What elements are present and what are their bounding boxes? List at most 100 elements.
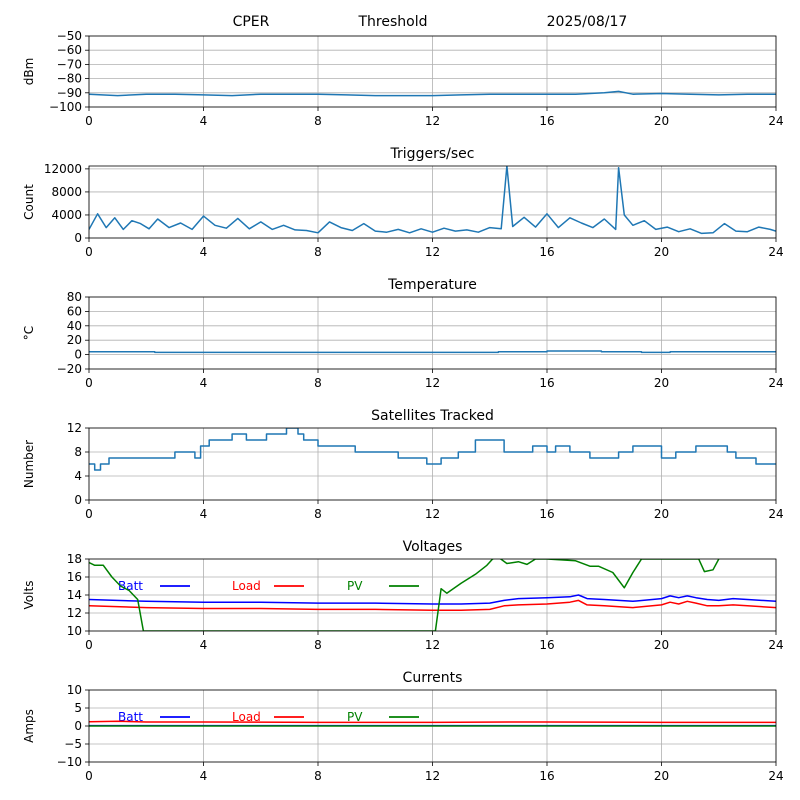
x-tick-label: 0: [85, 638, 93, 652]
x-tick-label: 20: [654, 507, 669, 521]
panel-satellites: 0 4 8 12 16 20 24 12 8 4 0 Satellites Tracked Number: [22, 408, 784, 521]
y-tick-label: 0: [74, 231, 82, 245]
x-tick-label: 8: [314, 638, 322, 652]
x-tick-label: 20: [654, 376, 669, 390]
y-tick-label: −100: [49, 100, 82, 114]
x-tick-label: 16: [539, 507, 554, 521]
y-tick-label: −50: [57, 29, 82, 43]
x-tick-label: 8: [314, 245, 322, 259]
x-tick-label: 20: [654, 638, 669, 652]
y-tick-label: 0: [74, 493, 82, 507]
legend-label-pv: PV: [347, 710, 363, 724]
x-tick-label: 24: [768, 507, 783, 521]
x-tick-label: 24: [768, 638, 783, 652]
x-tick-label: 8: [314, 376, 322, 390]
y-axis-label: Number: [22, 440, 36, 488]
series-line: [89, 428, 776, 471]
chart-title: Currents: [403, 670, 463, 686]
x-tick-label: 24: [768, 114, 783, 128]
x-tick-label: 0: [85, 376, 93, 390]
y-axis-label: Volts: [22, 581, 36, 610]
y-tick-label: 12000: [44, 162, 82, 176]
y-tick-label: 40: [67, 319, 82, 333]
y-tick-label: 10: [67, 624, 82, 638]
x-tick-label: 0: [85, 507, 93, 521]
header-mode: Threshold: [358, 14, 428, 30]
chart-title: Triggers/sec: [390, 146, 475, 162]
y-tick-label: 4: [74, 469, 82, 483]
series-line: [89, 350, 776, 354]
axes-frame: [88, 296, 777, 370]
x-tick-label: 16: [539, 245, 554, 259]
x-tick-label: 4: [200, 245, 208, 259]
x-tick-label: 20: [654, 114, 669, 128]
legend-label-batt: Batt: [118, 579, 143, 593]
y-tick-label: 10: [67, 683, 82, 697]
y-axis-label: °C: [22, 326, 36, 340]
header-date: 2025/08/17: [547, 14, 628, 30]
header-site: CPER: [233, 14, 270, 30]
axes-frame: [88, 35, 777, 108]
axes-frame: [88, 558, 777, 632]
x-tick-label: 16: [539, 769, 554, 783]
x-tick-label: 24: [768, 376, 783, 390]
y-tick-label: 20: [67, 333, 82, 347]
series-line-load: [89, 720, 776, 724]
x-tick-label: 12: [425, 245, 440, 259]
y-tick-label: −90: [57, 86, 82, 100]
series-line-batt: [89, 594, 776, 605]
x-tick-label: 8: [314, 507, 322, 521]
y-tick-label: −60: [57, 43, 82, 57]
y-tick-label: 5: [74, 701, 82, 715]
y-tick-label: −20: [57, 362, 82, 376]
y-tick-label: 14: [67, 588, 82, 602]
y-tick-label: 8000: [51, 185, 82, 199]
y-tick-label: 12: [67, 606, 82, 620]
y-tick-label: 0: [74, 719, 82, 733]
legend-label-pv: PV: [347, 579, 363, 593]
y-tick-label: −5: [64, 737, 82, 751]
x-tick-label: 24: [768, 769, 783, 783]
x-tick-label: 4: [200, 376, 208, 390]
x-tick-label: 8: [314, 114, 322, 128]
y-axis-label: Amps: [22, 709, 36, 743]
y-tick-label: 16: [67, 570, 82, 584]
x-tick-label: 4: [200, 507, 208, 521]
x-tick-label: 0: [85, 769, 93, 783]
y-tick-label: 60: [67, 304, 82, 318]
chart-title: Voltages: [403, 539, 463, 555]
x-tick-label: 12: [425, 638, 440, 652]
x-tick-label: 12: [425, 114, 440, 128]
panel-currents: 0 4 8 12 16 20 24 10 5 0 −5 −10 Batt Load PV Currents Am…: [22, 670, 784, 783]
y-tick-label: −80: [57, 72, 82, 86]
panel-triggers: 0 4 8 12 16 20 24 12000 8000 4000 0 Triggers/sec Cou…: [22, 146, 784, 259]
x-tick-label: 16: [539, 638, 554, 652]
chart-title: Temperature: [387, 277, 477, 293]
x-tick-label: 12: [425, 507, 440, 521]
x-tick-label: 0: [85, 114, 93, 128]
series-line: [89, 90, 776, 97]
x-tick-label: 24: [768, 245, 783, 259]
chart-title: Satellites Tracked: [371, 408, 494, 424]
x-tick-label: 4: [200, 769, 208, 783]
x-tick-label: 4: [200, 638, 208, 652]
y-tick-label: 12: [67, 421, 82, 435]
y-axis-label: Count: [22, 184, 36, 220]
x-tick-label: 4: [200, 114, 208, 128]
y-tick-label: 80: [67, 290, 82, 304]
series-line: [89, 166, 776, 235]
y-axis-label: dBm: [22, 58, 36, 86]
y-tick-label: 4000: [51, 208, 82, 222]
legend-label-load: Load: [232, 579, 261, 593]
y-tick-label: 8: [74, 445, 82, 459]
axes-frame: [88, 165, 777, 239]
legend-label-batt: Batt: [118, 710, 143, 724]
x-tick-label: 16: [539, 114, 554, 128]
x-tick-label: 8: [314, 769, 322, 783]
panel-voltages: 0 4 8 12 16 20 24 18 16 14 12 10 Batt Load PV Voltages V…: [22, 539, 784, 652]
panel-signal: 0 4 8 12 16 20 24 −50−60−70−80−90−100 dBm: [22, 29, 784, 128]
x-tick-label: 0: [85, 245, 93, 259]
